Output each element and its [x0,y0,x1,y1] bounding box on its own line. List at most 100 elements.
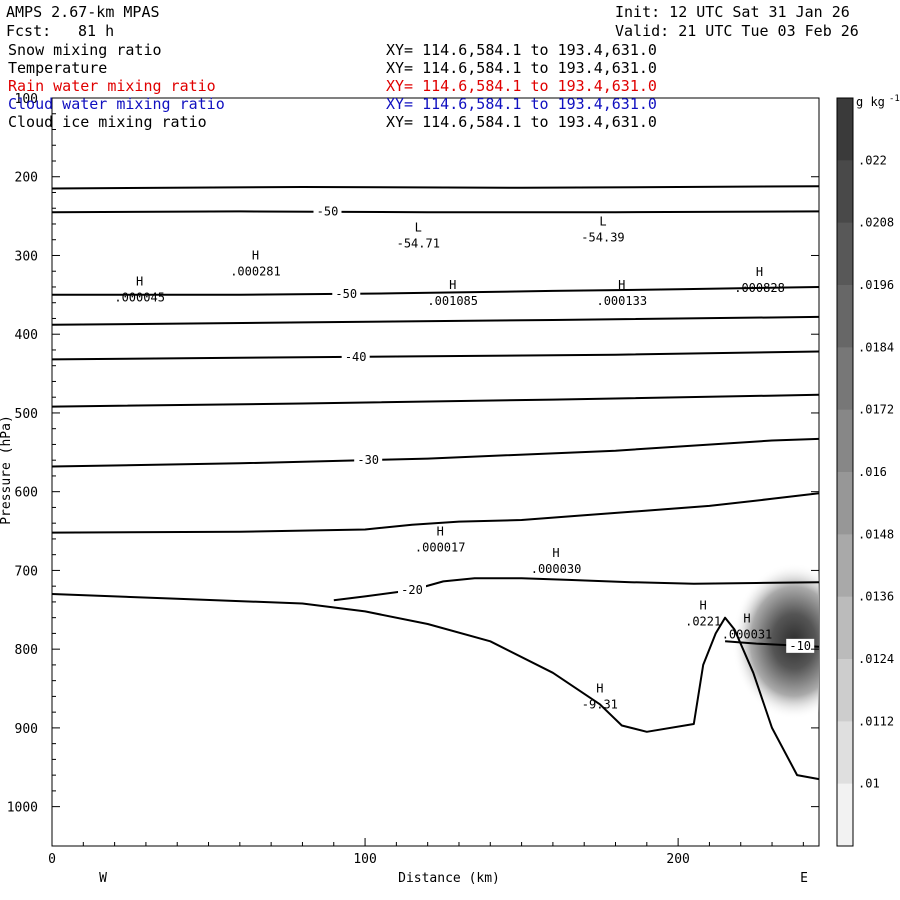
isotherm-line [333,577,820,602]
isotherm-line [51,437,820,468]
legend-field-name: Cloud water mixing ratio [8,95,225,113]
extremum-mark: H [700,599,707,613]
colorbar: .022 .0208 .0196 .0184 .0172 .016 .0148 .0136 .0… [836,94,900,847]
colorbar-swatch [837,409,853,473]
contour-label: -10 [789,639,811,653]
colorbar-swatch [837,783,853,847]
extremum-mark: H [136,274,143,288]
y-axis-title: Pressure (hPa) [0,415,14,525]
extremum-mark: H [743,611,750,625]
extremum-value: .000045 [114,290,165,304]
y-tick-label: 100 [15,92,38,107]
legend-field-xy: XY= 114.6,584.1 to 193.4,631.0 [386,95,657,113]
colorbar-level-label: .0184 [858,340,894,354]
init-time: Init: 12 UTC Sat 31 Jan 26 [615,3,850,21]
isotherm-line [51,210,820,214]
fcst-value: 81 h [78,22,115,40]
extremum-mark: H [618,278,625,292]
contour-label: -30 [357,453,379,467]
colorbar-swatch [837,659,853,722]
contour-label-bg [313,204,342,219]
colorbar-level-label: .01 [858,777,880,791]
contour-label-bg [341,349,370,364]
legend-field-xy: XY= 114.6,584.1 to 193.4,631.0 [386,77,657,95]
extremum-mark: L [415,221,422,235]
extremum-value: .000030 [531,562,582,576]
colorbar-level-label: .0208 [858,216,894,230]
y-tick-label: 700 [15,564,38,579]
colorbar-swatch [837,472,853,535]
colorbar-swatch [837,222,853,286]
y-tick-label: 900 [15,722,38,737]
colorbar-level-label: .022 [858,153,887,167]
contour-label: -20 [401,583,423,597]
x-axis: 0 100 200 [48,838,804,867]
x-tick-label: 200 [666,852,689,867]
extremum-value: .001085 [427,294,478,308]
colorbar-level-label: .0196 [858,278,894,292]
east-label: E [800,871,808,886]
plot-frame [51,97,820,847]
x-tick-label: 100 [353,852,376,867]
y-tick-label: 1000 [7,801,38,816]
extremum-value: .000828 [734,281,785,295]
extremum-mark: H [252,248,259,262]
extremum-mark: L [599,214,606,228]
x-axis-title: Distance (km) [398,871,500,886]
west-label: W [99,871,107,886]
contour-lines: -50 -50 -40 -30 -20 -10 [51,185,820,781]
legend-field-name: Rain water mixing ratio [8,77,216,95]
fcst-label: Fcst: [6,22,52,40]
y-tick-label: 800 [15,643,38,658]
legend-field-xy: XY= 114.6,584.1 to 193.4,631.0 [386,113,657,131]
y-tick-label: 300 [15,249,38,264]
y-tick-label: 200 [15,171,38,186]
colorbar-unit: g kg [856,95,885,109]
model-title: AMPS 2.67-km MPAS [6,3,160,21]
isotherm-line [51,185,820,190]
extremum-value: .000133 [596,294,647,308]
legend-field-xy: XY= 114.6,584.1 to 193.4,631.0 [386,41,657,59]
colorbar-swatch [837,534,853,598]
contour-label-bg [398,583,427,598]
contour-label: -40 [345,350,367,364]
y-axis: 100 200 300 400 500 600 700 800 900 1000 [7,92,819,816]
extremum-mark: H [552,546,559,560]
isotherm-line [51,350,820,361]
rain-water-maximum [731,563,819,720]
rain-shading [731,563,819,720]
y-tick-label: 600 [15,486,38,501]
extremum-mark: H [449,278,456,292]
colorbar-level-label: .0124 [858,652,894,666]
contour-label-bg [332,286,361,301]
isotherm-line [51,593,820,781]
extremum-mark: H [596,681,603,695]
legend-field-name: Temperature [8,59,108,77]
extremum-value: -54.71 [397,237,440,251]
colorbar-swatch [837,596,853,660]
y-tick-label: 400 [15,328,38,343]
extremum-mark: H [437,525,444,539]
contour-label: -50 [317,205,339,219]
isotherm-line [51,492,820,534]
isotherm-line [51,315,820,326]
colorbar-swatch [837,160,853,224]
colorbar-swatch [837,285,853,348]
extremum-value: .000031 [722,627,773,641]
legend-field-name: Snow mixing ratio [8,41,162,59]
extremum-value: -54.39 [581,230,624,244]
isotherm-line [51,393,820,408]
colorbar-level-label: .0136 [858,590,894,604]
isotherm-line [52,286,820,296]
contour-label: -50 [335,287,357,301]
extremum-value: .000017 [415,541,466,555]
contour-label-bg [786,638,815,653]
valid-time: Valid: 21 UTC Tue 03 Feb 26 [615,22,859,40]
colorbar-swatch [837,347,853,411]
extrema-labels: H .000045 H .000281 L -54.71 H .001085 L -54.39 H.… [114,214,784,711]
colorbar-level-label: .0112 [858,714,894,728]
legend-field-xy: XY= 114.6,584.1 to 193.4,631.0 [386,59,657,77]
extremum-mark: H [756,265,763,279]
x-tick-label: 0 [48,852,56,867]
extremum-value: .000281 [230,264,281,278]
